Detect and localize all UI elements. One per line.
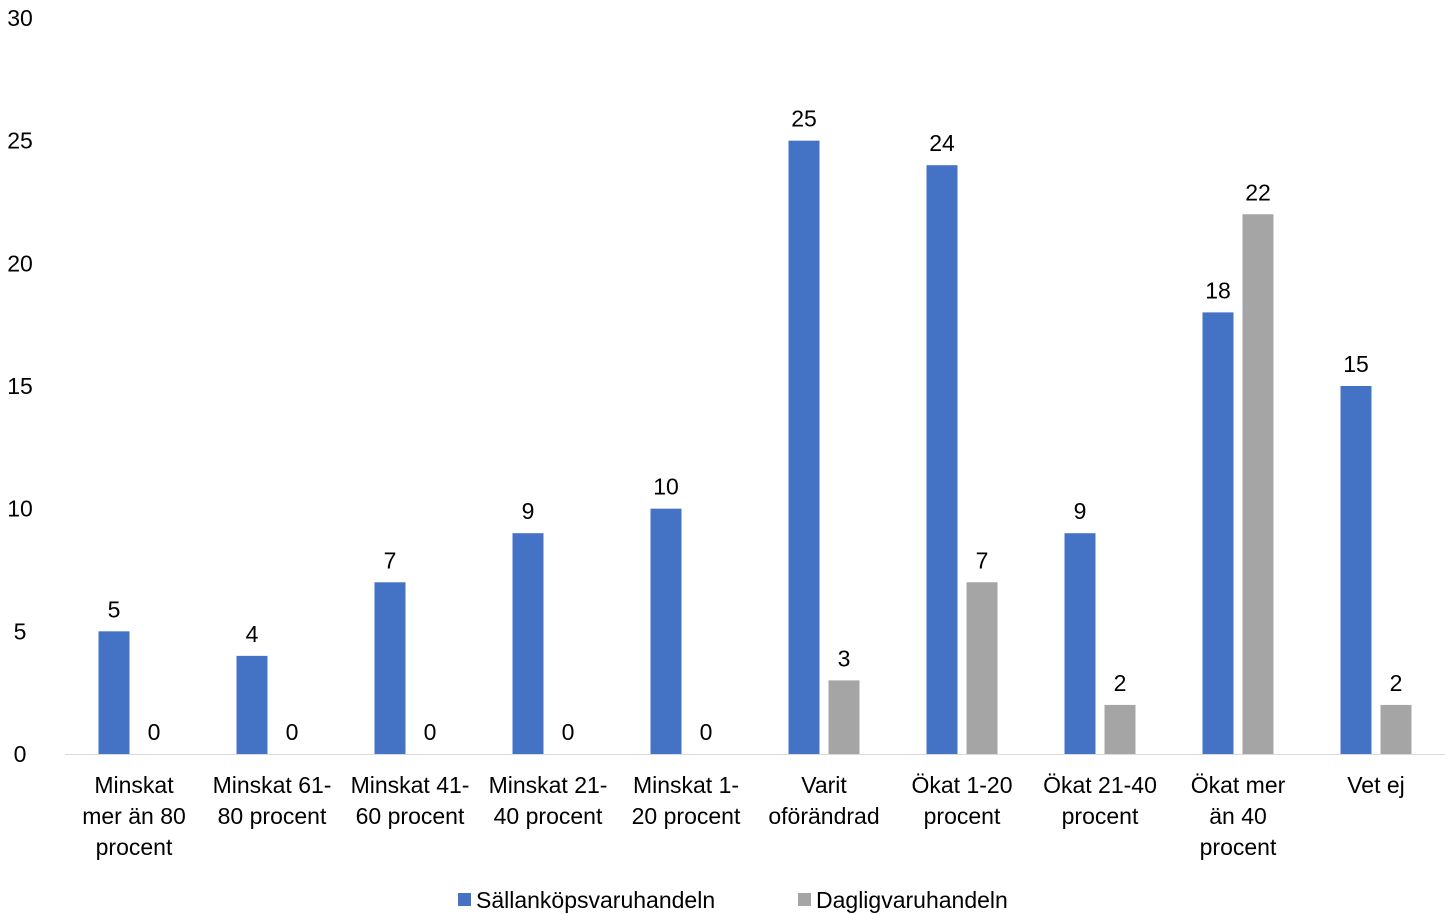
- x-tick-label-line: oförändrad: [768, 803, 879, 829]
- x-tick-label-line: Minskat 1-: [633, 772, 739, 798]
- y-tick-label: 0: [14, 741, 27, 767]
- x-tick-label-line: 80 procent: [218, 803, 327, 829]
- bar-series-1: [98, 631, 130, 754]
- data-label: 0: [562, 719, 575, 745]
- x-tick-label-line: Varit: [801, 772, 847, 798]
- x-tick-label-line: procent: [1200, 834, 1277, 860]
- legend-swatch: [458, 893, 471, 906]
- legend: Sällanköpsvaruhandeln Dagligvaruhandeln: [458, 887, 1008, 913]
- data-label: 0: [148, 719, 161, 745]
- bar-series-2: [1104, 704, 1136, 754]
- bar-series-2: [1242, 214, 1274, 754]
- x-tick-label-line: mer än 80: [82, 803, 186, 829]
- x-axis: Minskat mer än 80 procent Minskat 61- 80 pro…: [82, 772, 1405, 860]
- data-label: 0: [424, 719, 437, 745]
- y-tick-label: 15: [7, 373, 33, 399]
- x-tick-label-line: Minskat 21-: [489, 772, 608, 798]
- x-tick-label-line: 40 procent: [494, 803, 603, 829]
- x-tick-label-line: procent: [96, 834, 173, 860]
- legend-label: Dagligvaruhandeln: [816, 887, 1008, 913]
- x-tick-label-line: procent: [1062, 803, 1139, 829]
- x-tick-label-line: än 40: [1209, 803, 1267, 829]
- data-label: 3: [838, 645, 851, 671]
- legend-label: Sällanköpsvaruhandeln: [476, 887, 715, 913]
- bar-series-1: [926, 165, 958, 754]
- data-label: 7: [976, 547, 989, 573]
- data-label: 18: [1205, 277, 1231, 303]
- x-tick-label: Ökat mer än 40 procent: [1191, 772, 1286, 860]
- data-label: 7: [384, 547, 397, 573]
- x-tick-label-line: 60 procent: [356, 803, 465, 829]
- data-label: 2: [1390, 670, 1403, 696]
- bar-series-1: [1202, 312, 1234, 754]
- y-tick-label: 10: [7, 496, 33, 522]
- data-label: 0: [700, 719, 713, 745]
- bar-series-1: [650, 508, 682, 754]
- bar-series-1: [512, 533, 544, 754]
- x-tick-label-line: Minskat: [94, 772, 174, 798]
- bar-series-1: [788, 140, 820, 754]
- data-label: 5: [108, 596, 121, 622]
- bar-series-2: [966, 582, 998, 754]
- x-tick-label-line: Ökat 21-40: [1043, 772, 1157, 798]
- bar-series-1: [1064, 533, 1096, 754]
- bar-series-2: [828, 680, 860, 754]
- x-tick-label-line: 20 procent: [632, 803, 741, 829]
- data-label: 15: [1343, 351, 1369, 377]
- data-label: 9: [522, 498, 535, 524]
- bars: [98, 140, 1412, 754]
- bar-series-2: [1380, 704, 1412, 754]
- y-tick-label: 5: [14, 618, 27, 644]
- y-tick-label: 30: [7, 5, 33, 31]
- y-tick-label: 20: [7, 250, 33, 276]
- x-tick-label: Minskat mer än 80 procent: [82, 772, 186, 860]
- bar-series-1: [374, 582, 406, 754]
- x-tick-label-line: procent: [924, 803, 1001, 829]
- x-tick-label: Varit oförändrad: [768, 772, 879, 829]
- legend-item: Dagligvaruhandeln: [798, 887, 1008, 913]
- y-tick-label: 25: [7, 128, 33, 154]
- x-tick-label: Vet ej: [1347, 772, 1405, 798]
- y-axis: 0 5 10 15 20 25 30: [7, 5, 33, 767]
- x-tick-label-line: Ökat mer: [1191, 772, 1286, 798]
- data-label: 22: [1245, 179, 1271, 205]
- legend-swatch: [798, 893, 811, 906]
- x-tick-label-line: Vet ej: [1347, 772, 1405, 798]
- x-tick-label-line: Minskat 61-: [213, 772, 332, 798]
- data-label: 9: [1074, 498, 1087, 524]
- x-tick-label-line: Minskat 41-: [351, 772, 470, 798]
- legend-item: Sällanköpsvaruhandeln: [458, 887, 715, 913]
- data-label: 10: [653, 474, 679, 500]
- x-tick-label: Ökat 1-20 procent: [912, 772, 1013, 829]
- bar-series-1: [1340, 386, 1372, 754]
- x-tick-label: Minskat 21- 40 procent: [489, 772, 608, 829]
- x-tick-label: Minskat 41- 60 procent: [351, 772, 470, 829]
- data-label: 24: [929, 130, 955, 156]
- bar-series-1: [236, 655, 268, 754]
- x-tick-label: Minskat 61- 80 procent: [213, 772, 332, 829]
- data-label: 2: [1114, 670, 1127, 696]
- data-label: 25: [791, 106, 817, 132]
- x-tick-label-line: Ökat 1-20: [912, 772, 1013, 798]
- data-label: 4: [246, 621, 259, 647]
- x-tick-label: Ökat 21-40 procent: [1043, 772, 1157, 829]
- x-tick-label: Minskat 1- 20 procent: [632, 772, 741, 829]
- data-label: 0: [286, 719, 299, 745]
